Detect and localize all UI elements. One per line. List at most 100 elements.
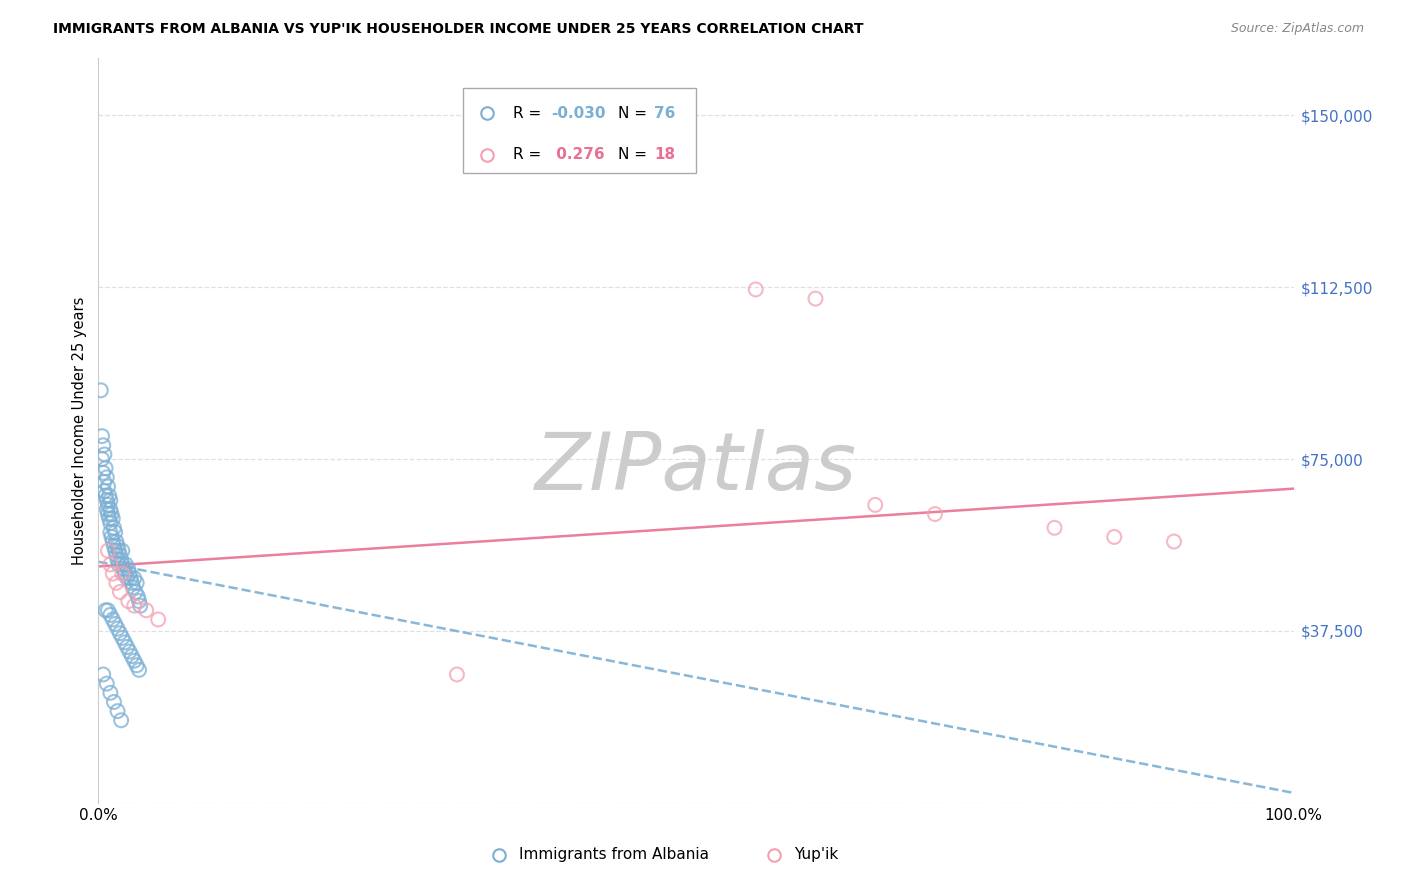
Point bbox=[114, 566, 136, 581]
Point bbox=[120, 571, 142, 585]
Point bbox=[804, 292, 827, 306]
Point bbox=[118, 644, 141, 658]
Point bbox=[96, 493, 118, 508]
Point bbox=[98, 558, 122, 572]
Point bbox=[112, 562, 135, 576]
Point bbox=[97, 507, 120, 521]
Point bbox=[101, 511, 124, 525]
Point bbox=[104, 525, 127, 540]
Point bbox=[105, 575, 128, 590]
Point bbox=[107, 539, 129, 553]
Point bbox=[105, 534, 128, 549]
Point bbox=[125, 575, 148, 590]
Point bbox=[118, 566, 141, 581]
Point bbox=[110, 714, 132, 728]
Point bbox=[1163, 534, 1185, 549]
Text: N =: N = bbox=[619, 147, 652, 162]
Y-axis label: Householder Income Under 25 years: Householder Income Under 25 years bbox=[72, 296, 87, 565]
Text: 0.276: 0.276 bbox=[551, 147, 605, 162]
Point bbox=[91, 452, 114, 467]
Point bbox=[98, 607, 122, 622]
Point bbox=[101, 534, 124, 549]
Point bbox=[107, 558, 129, 572]
Text: IMMIGRANTS FROM ALBANIA VS YUP'IK HOUSEHOLDER INCOME UNDER 25 YEARS CORRELATION : IMMIGRANTS FROM ALBANIA VS YUP'IK HOUSEH… bbox=[53, 22, 863, 37]
Point bbox=[924, 507, 946, 521]
Point bbox=[110, 553, 132, 567]
Point bbox=[91, 466, 114, 480]
Point bbox=[98, 686, 122, 700]
Point bbox=[446, 667, 468, 681]
Point bbox=[100, 530, 122, 544]
Point bbox=[94, 489, 117, 503]
Point bbox=[101, 612, 124, 626]
Point bbox=[93, 447, 115, 461]
Point bbox=[98, 493, 122, 508]
Point bbox=[865, 498, 887, 512]
Point bbox=[124, 585, 146, 599]
Point bbox=[111, 631, 134, 645]
Point bbox=[129, 599, 152, 613]
Text: N =: N = bbox=[619, 106, 652, 121]
Point bbox=[93, 484, 115, 499]
Point bbox=[104, 617, 127, 632]
Point bbox=[94, 461, 117, 475]
Text: R =: R = bbox=[513, 106, 547, 121]
Point bbox=[97, 498, 120, 512]
Point bbox=[128, 594, 150, 608]
Point bbox=[122, 580, 145, 594]
Point bbox=[125, 658, 148, 673]
Point bbox=[107, 704, 129, 718]
Point bbox=[115, 558, 138, 572]
Point bbox=[98, 516, 122, 531]
Text: 76: 76 bbox=[654, 106, 675, 121]
Point bbox=[115, 640, 138, 654]
Text: 18: 18 bbox=[654, 147, 675, 162]
Text: -0.030: -0.030 bbox=[551, 106, 606, 121]
Point bbox=[96, 676, 118, 690]
Point bbox=[91, 429, 114, 443]
Point bbox=[97, 479, 120, 493]
Point bbox=[90, 384, 112, 398]
Point bbox=[111, 543, 134, 558]
Point bbox=[124, 571, 146, 585]
Point bbox=[108, 549, 131, 563]
Point bbox=[1104, 530, 1126, 544]
Point bbox=[745, 282, 768, 296]
Point bbox=[121, 575, 143, 590]
Point bbox=[135, 603, 157, 617]
Point bbox=[98, 525, 122, 540]
Text: ZIPatlas: ZIPatlas bbox=[534, 429, 858, 507]
Text: Yup'ik: Yup'ik bbox=[794, 847, 838, 863]
Text: Source: ZipAtlas.com: Source: ZipAtlas.com bbox=[1230, 22, 1364, 36]
Point bbox=[1043, 521, 1066, 535]
Point bbox=[148, 612, 170, 626]
Point bbox=[108, 626, 131, 640]
Point bbox=[111, 566, 134, 581]
Point bbox=[121, 649, 143, 664]
Point bbox=[91, 667, 114, 681]
Point bbox=[91, 438, 114, 452]
Point bbox=[104, 543, 127, 558]
Point bbox=[94, 603, 117, 617]
Point bbox=[97, 543, 120, 558]
Point bbox=[98, 511, 121, 525]
Point bbox=[100, 507, 122, 521]
Point bbox=[96, 470, 118, 484]
Point bbox=[108, 585, 131, 599]
Point bbox=[115, 571, 138, 585]
Point bbox=[128, 663, 150, 677]
Point bbox=[107, 543, 129, 558]
Text: Immigrants from Albania: Immigrants from Albania bbox=[519, 847, 709, 863]
Point bbox=[107, 622, 129, 636]
Point bbox=[101, 566, 124, 581]
Point bbox=[98, 489, 121, 503]
Point bbox=[114, 635, 136, 649]
Point bbox=[96, 502, 118, 516]
Point bbox=[117, 562, 139, 576]
Point bbox=[93, 475, 115, 489]
Point bbox=[124, 599, 146, 613]
Point bbox=[107, 553, 129, 567]
Point bbox=[124, 654, 146, 668]
Point bbox=[117, 594, 139, 608]
Point bbox=[105, 549, 128, 563]
